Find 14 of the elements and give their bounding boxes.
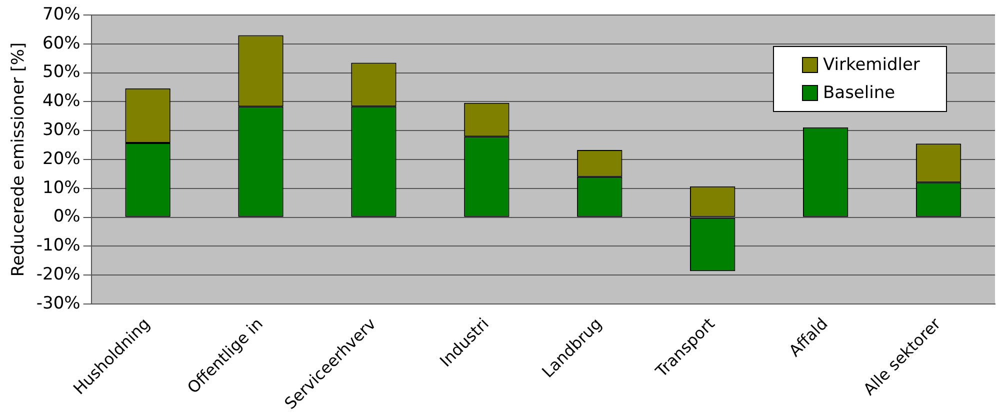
legend-label: Virkemidler (823, 54, 920, 77)
y-tick-label: -20% (36, 264, 80, 285)
y-tick-label: 10% (42, 178, 80, 198)
y-tick-label: 0% (53, 206, 80, 227)
y-tick-label: 60% (42, 33, 80, 54)
y-tick-label: 20% (42, 148, 80, 169)
y-tick-label: 40% (42, 91, 80, 112)
y-tick-label: 50% (42, 62, 80, 82)
y-tick-label: -10% (36, 236, 80, 256)
y-tick-label: 30% (42, 120, 80, 140)
y-axis-title: Reducerede emissioner [%] (8, 42, 29, 277)
legend-label: Baseline (823, 82, 896, 105)
y-tick-label: 70% (42, 4, 80, 24)
y-tick-label: -30% (36, 293, 80, 314)
